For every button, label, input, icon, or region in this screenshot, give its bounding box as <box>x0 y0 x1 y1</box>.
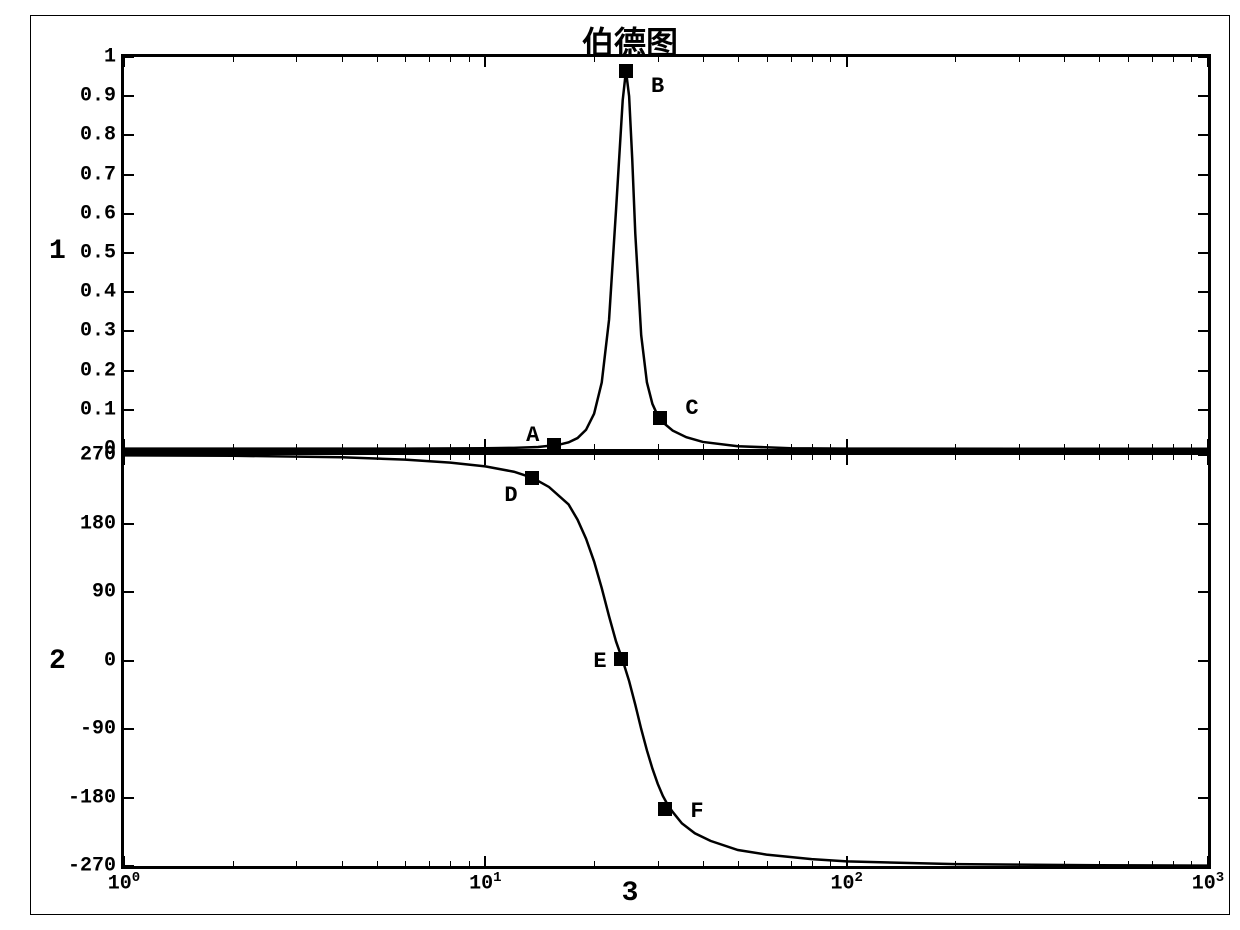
magnitude-line-svg <box>124 57 1208 449</box>
marker-label-f: F <box>690 799 703 824</box>
chart-container: 伯德图 1 2 3 00.10.20.30.40.50.60.70.80.91A… <box>30 15 1230 915</box>
x-axis-label: 3 <box>622 878 639 909</box>
y-tick-label: 0.2 <box>80 359 116 382</box>
y-tick-label: 1 <box>104 46 116 69</box>
plot-area: 00.10.20.30.40.50.60.70.80.91ABC -270-18… <box>121 54 1211 869</box>
marker-label-c: C <box>685 396 698 421</box>
magnitude-subplot: 00.10.20.30.40.50.60.70.80.91ABC <box>121 54 1211 452</box>
y-tick-label: 0 <box>104 649 116 672</box>
y-tick-label: 0.1 <box>80 398 116 421</box>
phase-subplot: -270-180-90090180270DEF100101102103 <box>121 452 1211 869</box>
y-tick-label: -90 <box>80 718 116 741</box>
marker-d <box>525 471 539 485</box>
marker-c <box>653 411 667 425</box>
marker-label-d: D <box>504 483 517 508</box>
y-axis-label-2: 2 <box>49 646 66 677</box>
y-tick-label: -180 <box>68 786 116 809</box>
x-tick-label: 103 <box>1192 870 1224 896</box>
marker-label-a: A <box>526 423 539 448</box>
y-tick-label: 270 <box>80 444 116 467</box>
y-axis-label-1: 1 <box>49 236 66 267</box>
marker-e <box>614 652 628 666</box>
data-line <box>124 71 1208 449</box>
y-tick-label: 0.6 <box>80 202 116 225</box>
x-tick-label: 100 <box>108 870 140 896</box>
y-tick-label: 0.3 <box>80 320 116 343</box>
marker-label-b: B <box>651 74 664 99</box>
y-tick-label: 90 <box>92 581 116 604</box>
y-tick-label: 0.8 <box>80 124 116 147</box>
marker-b <box>619 64 633 78</box>
marker-f <box>658 802 672 816</box>
y-tick-label: 180 <box>80 512 116 535</box>
marker-a <box>547 438 561 452</box>
x-tick-label: 101 <box>469 870 501 896</box>
y-tick-label: 0.4 <box>80 281 116 304</box>
y-tick-label: 0.9 <box>80 85 116 108</box>
y-tick-label: 0.7 <box>80 163 116 186</box>
y-tick-label: 0.5 <box>80 242 116 265</box>
marker-label-e: E <box>593 649 606 674</box>
x-tick-label: 102 <box>830 870 862 896</box>
